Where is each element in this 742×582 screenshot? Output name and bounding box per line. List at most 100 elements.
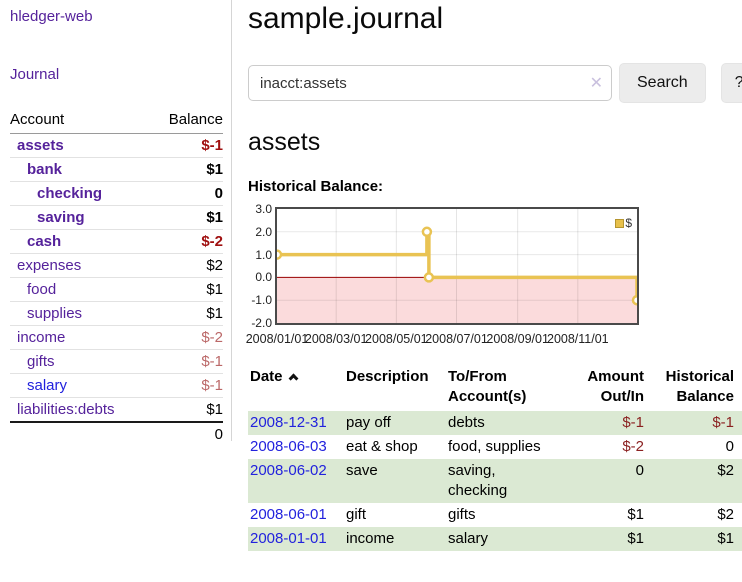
account-row-expenses: expenses $2 (10, 254, 223, 278)
account-balance: $-1 (201, 137, 223, 154)
account-row-food: food $1 (10, 278, 223, 302)
account-heading: assets (248, 128, 321, 156)
x-axis-tick-label: 2008/05/01 (365, 332, 428, 346)
account-row-liabilities-debts: liabilities:debts $1 (10, 398, 223, 422)
account-link[interactable]: salary (27, 377, 68, 394)
transaction-accounts: saving, checking (448, 462, 508, 499)
account-balance: $-2 (201, 329, 223, 346)
date-column-header[interactable]: Date (248, 365, 344, 411)
accounts-total-value: 0 (214, 426, 223, 443)
x-axis-tick-label: 2008/03/01 (304, 332, 368, 346)
sidebar: hledger-web Journal Account Balance asse… (0, 0, 232, 443)
brand-link[interactable]: hledger-web (10, 8, 93, 25)
account-balance: $-1 (201, 377, 223, 394)
account-link[interactable]: checking (37, 185, 103, 202)
transaction-accounts: food, supplies (448, 438, 541, 455)
account-link[interactable]: expenses (17, 257, 82, 274)
transaction-amount: $1 (627, 506, 644, 523)
transaction-description: income (346, 530, 395, 547)
register-table: Date Description To/From Account(s) Amou… (248, 365, 742, 551)
accounts-column-header: To/From Account(s) (448, 368, 527, 405)
transaction-description: pay off (346, 414, 391, 431)
accounts-total-row: 0 (10, 421, 223, 446)
balance-column-header: Historical Balance (665, 368, 734, 405)
account-balance: $2 (206, 257, 223, 274)
account-link[interactable]: cash (27, 233, 62, 250)
clear-search-icon[interactable]: ✕ (589, 75, 603, 92)
register-row: 2008-12-31 pay off debts $-1 $-1 (248, 411, 742, 435)
account-link[interactable]: gifts (27, 353, 55, 370)
transaction-accounts: gifts (448, 506, 476, 523)
account-balance: $1 (206, 209, 223, 226)
transaction-date-link[interactable]: 2008-01-01 (250, 530, 327, 547)
transaction-balance: $-1 (712, 414, 734, 431)
transaction-description: eat & shop (346, 438, 418, 455)
transaction-amount: $-1 (622, 414, 644, 431)
account-link[interactable]: saving (37, 209, 85, 226)
transaction-balance: $2 (717, 506, 734, 523)
chart-legend: $ (615, 216, 632, 230)
register-header-row: Date Description To/From Account(s) Amou… (248, 365, 742, 411)
account-link[interactable]: income (17, 329, 66, 346)
x-axis-tick-label: 2008/07/01 (425, 332, 488, 346)
account-balance: $1 (206, 401, 223, 418)
search-form: ✕ Search ? (248, 63, 742, 103)
search-button[interactable]: Search (619, 63, 706, 103)
account-row-cash: cash $-2 (10, 230, 223, 254)
account-row-income: income $-2 (10, 326, 223, 350)
x-axis-tick-label: 2008/09/01 (486, 332, 549, 346)
account-row-gifts: gifts $-1 (10, 350, 223, 374)
y-axis-tick-label: -2.0 (251, 316, 272, 330)
transaction-description: save (346, 462, 378, 479)
account-balance: $1 (206, 281, 223, 298)
account-row-bank: bank $1 (10, 158, 223, 182)
account-link[interactable]: liabilities:debts (17, 401, 115, 418)
account-link[interactable]: assets (17, 137, 64, 154)
register-row: 2008-06-03 eat & shop food, supplies $-2… (248, 435, 742, 459)
chart-plot-area[interactable]: $ (275, 207, 639, 325)
search-input[interactable] (248, 65, 612, 101)
transaction-balance: 0 (725, 438, 734, 455)
nav-journal: Journal (10, 66, 231, 84)
account-link[interactable]: bank (27, 161, 63, 178)
y-axis-tick-label: 3.0 (255, 202, 272, 216)
transaction-accounts: debts (448, 414, 485, 431)
account-balance: 0 (214, 185, 223, 202)
balance-header-label: Balance (168, 111, 223, 128)
account-link[interactable]: supplies (27, 305, 83, 322)
transaction-balance: $1 (717, 530, 734, 547)
transaction-date-link[interactable]: 2008-12-31 (250, 414, 327, 431)
balance-chart: 3.0 2.0 1.0 0.0 -1.0 -2.0 $ 2008/01/01 2008/03… (246, 201, 742, 349)
transaction-balance: $2 (717, 462, 734, 479)
search-input-wrap: ✕ (248, 65, 612, 101)
main-content: sample.journal ✕ Search ? assets Histori… (246, 0, 742, 551)
transaction-description: gift (346, 506, 367, 523)
transaction-amount: 0 (635, 462, 644, 479)
journal-nav-link[interactable]: Journal (10, 66, 60, 83)
amount-column-header: Amount Out/In (587, 368, 644, 405)
transaction-date-link[interactable]: 2008-06-02 (250, 462, 327, 479)
y-axis-tick-label: -1.0 (251, 293, 272, 308)
account-row-assets: assets $-1 (10, 134, 223, 158)
account-row-supplies: supplies $1 (10, 302, 223, 326)
account-balance: $1 (206, 161, 223, 178)
account-row-checking: checking 0 (10, 182, 223, 206)
y-axis-tick-label: 0.0 (255, 270, 272, 285)
chart-title: Historical Balance: (248, 178, 384, 195)
transaction-date-link[interactable]: 2008-06-03 (250, 438, 327, 455)
description-column-header: Description (346, 368, 429, 385)
account-balance: $-1 (201, 353, 223, 370)
accounts-header-label: Account (10, 111, 65, 128)
register-row: 2008-06-02 save saving, checking 0 $2 (248, 459, 742, 503)
accounts-table-header: Account Balance (10, 108, 223, 134)
register-row: 2008-06-01 gift gifts $1 $2 (248, 503, 742, 527)
account-link[interactable]: food (27, 281, 57, 298)
help-button[interactable]: ? (720, 63, 742, 103)
transaction-accounts: salary (448, 530, 489, 547)
transaction-date-link[interactable]: 2008-06-01 (250, 506, 327, 523)
balance-chart-svg (277, 209, 637, 323)
accounts-table: Account Balance assets $-1 bank $1 check… (10, 108, 223, 446)
transaction-amount: $1 (627, 530, 644, 547)
page-title: sample.journal (248, 2, 444, 35)
